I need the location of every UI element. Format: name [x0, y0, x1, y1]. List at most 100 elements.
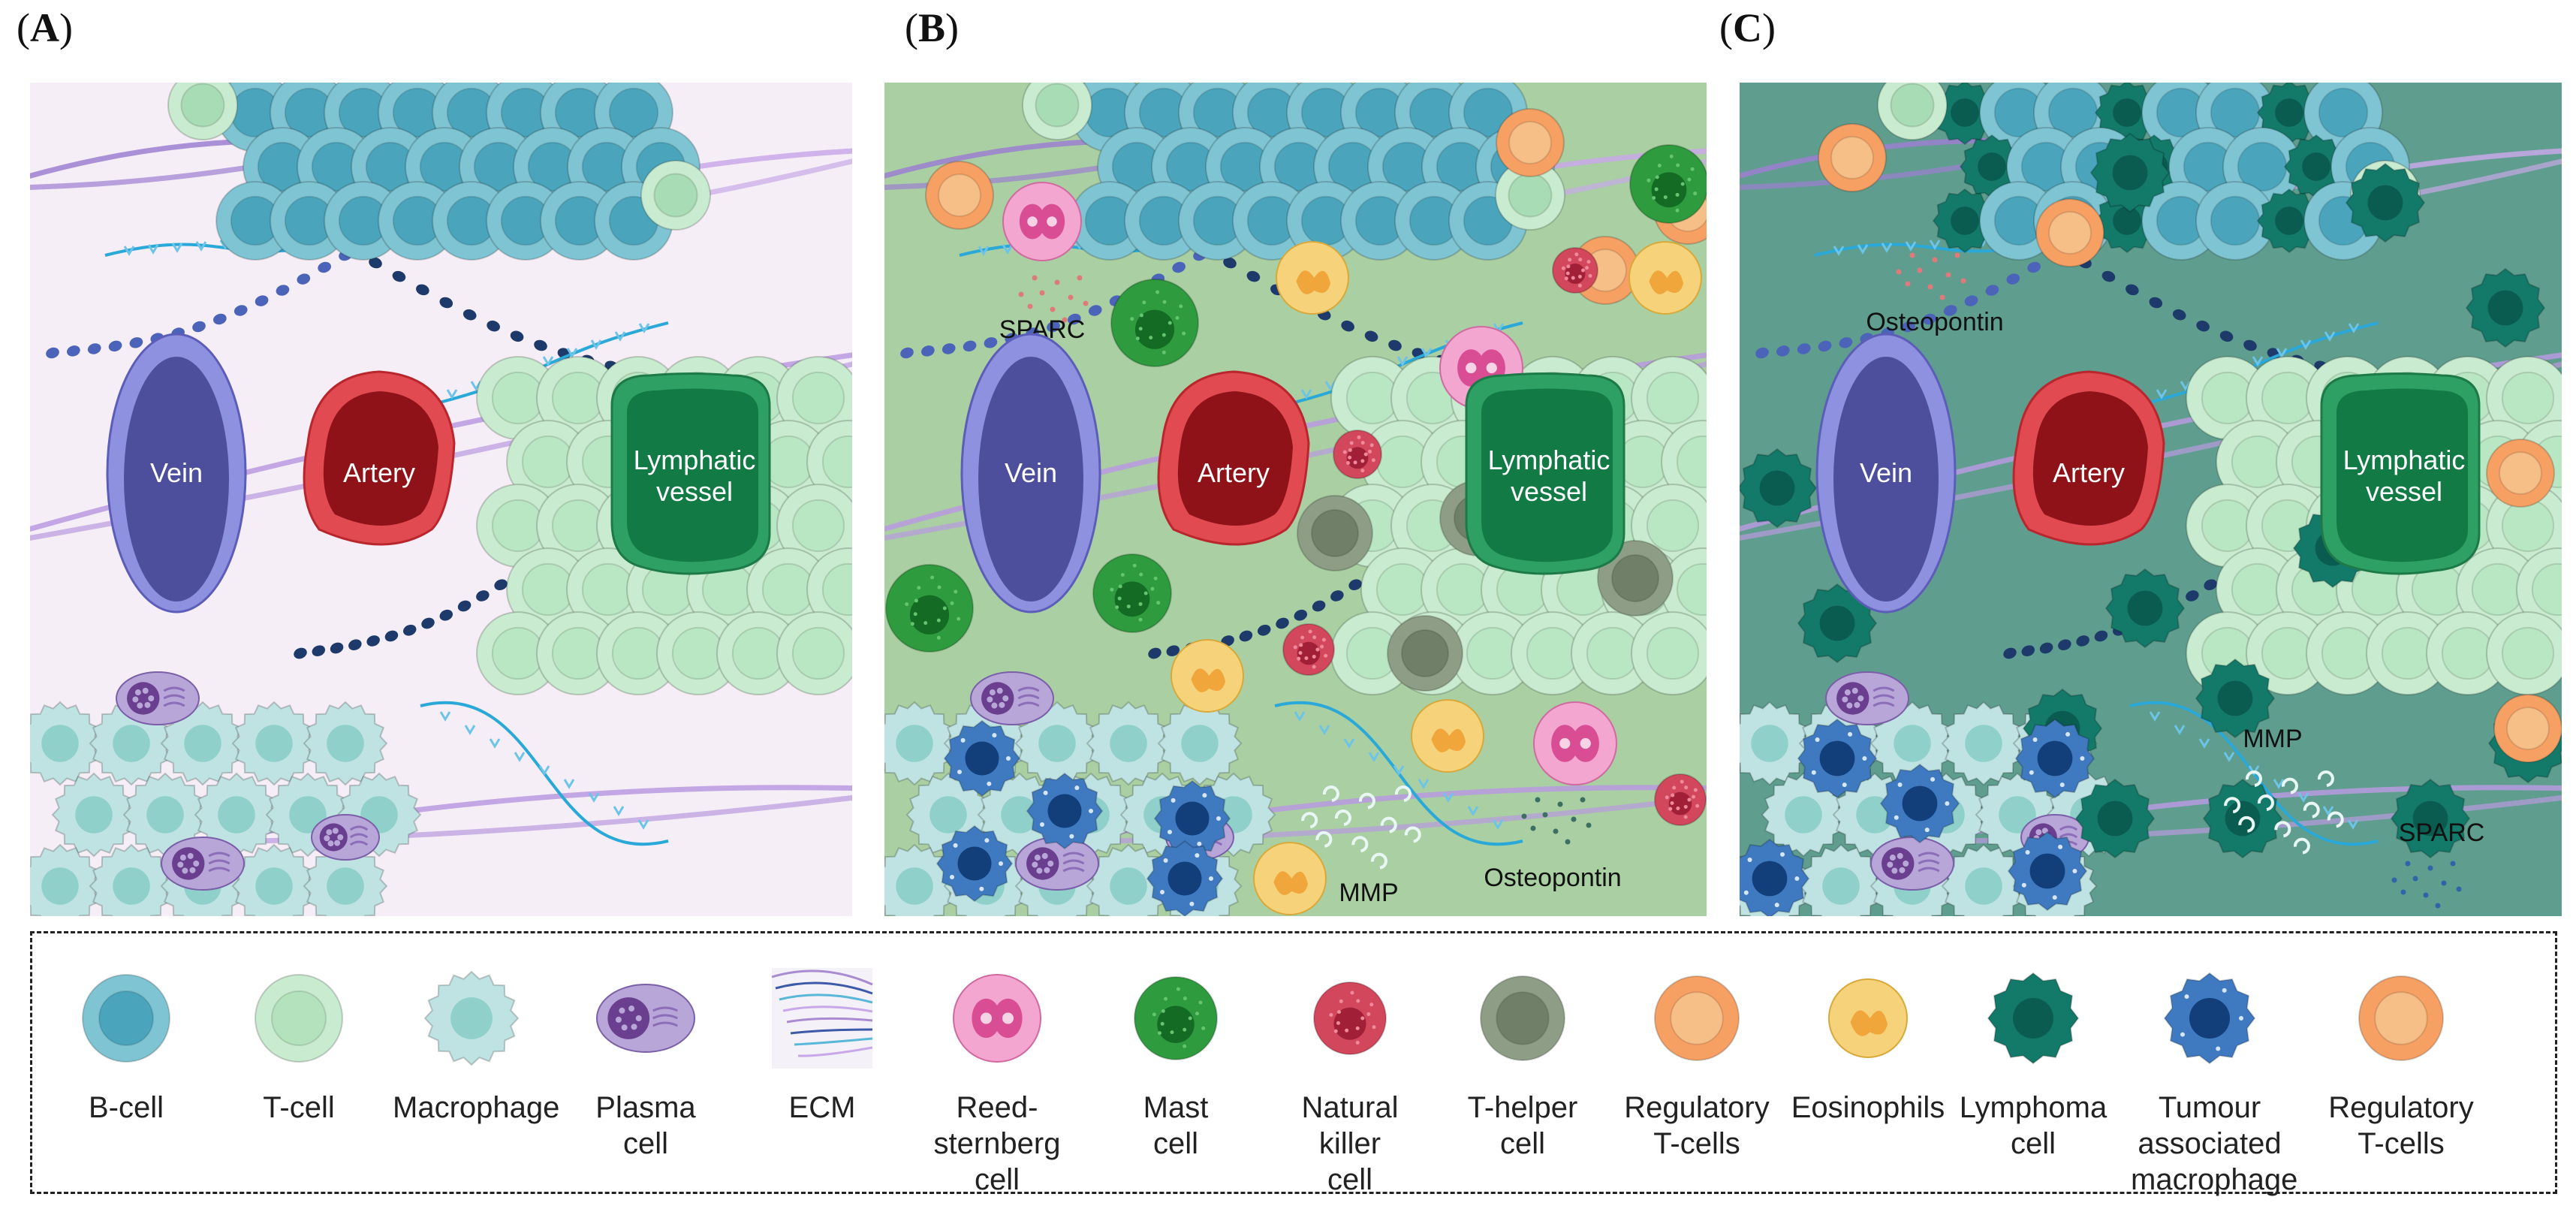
macrophage — [1798, 843, 1884, 916]
legend-item-eosinophils: Eosinophils — [1789, 962, 1947, 1126]
t-cell — [2306, 611, 2390, 695]
b-cell — [2141, 181, 2221, 261]
t-cell — [806, 547, 852, 632]
t-cell — [1022, 83, 1092, 140]
t-cell — [1877, 83, 1948, 140]
t-cell — [640, 160, 711, 231]
t-cell — [2486, 484, 2562, 568]
plasma-cell — [161, 837, 245, 891]
regulatory-t-cell — [2358, 975, 2444, 1061]
b-cell — [1340, 181, 1420, 261]
b-cell-icon — [82, 974, 170, 1063]
t-cell — [1511, 611, 1595, 695]
t-helper-cell — [1480, 975, 1565, 1061]
t-cell — [1360, 547, 1445, 632]
reed-sternberg-cell-icon — [953, 974, 1041, 1063]
sparc-molecules — [1018, 275, 1089, 323]
t-cell — [1330, 611, 1415, 695]
legend-label: Lymphoma cell — [1959, 1091, 2107, 1160]
macrophage — [1086, 701, 1171, 786]
vein: Vein — [106, 333, 247, 614]
ecm-icon — [771, 968, 873, 1069]
tumour-associated-macrophage — [1153, 779, 1231, 858]
lymphoma-cell — [2089, 132, 2171, 213]
t-cell — [255, 974, 343, 1063]
eosinophil — [1828, 978, 1908, 1058]
macrophage — [1941, 843, 2026, 916]
b-cell — [1286, 181, 1366, 261]
t-cell — [1421, 547, 1505, 632]
macrophage — [303, 701, 388, 786]
ecm-fibril — [420, 701, 669, 846]
mast-cell — [1134, 976, 1218, 1060]
t-helper-cell — [1297, 495, 1373, 571]
t-cell — [1451, 611, 1535, 695]
t-cell — [1330, 356, 1415, 440]
legend-item-t-helper-cell: T-helper cell — [1444, 962, 1601, 1162]
t-cell — [776, 484, 852, 568]
legend-label: T-helper cell — [1467, 1091, 1578, 1160]
t-helper-cell-icon — [1480, 975, 1565, 1061]
t-cell — [596, 611, 680, 695]
t-cell — [566, 547, 650, 632]
macrophage — [231, 701, 317, 786]
plasma-cell — [596, 984, 695, 1053]
macrophage — [122, 772, 208, 858]
sparc-molecules — [2391, 861, 2462, 909]
plasma-cell — [970, 671, 1054, 725]
mmp-molecules — [1301, 785, 1421, 870]
macrophage — [1157, 701, 1243, 786]
t-cell — [2366, 611, 2450, 695]
legend-label: Regulatory T-cells — [1624, 1091, 1770, 1160]
t-cell — [746, 547, 830, 632]
osteopontin-label: Osteopontin — [1866, 308, 2003, 336]
regulatory-t-cell — [1654, 975, 1740, 1061]
tumour-associated-macrophage — [935, 825, 1014, 903]
regulatory-t-cell — [2493, 694, 2562, 763]
artery: Artery — [1157, 370, 1310, 546]
macrophage — [30, 701, 103, 786]
mast-cell — [885, 564, 974, 653]
legend-label: B-cell — [88, 1091, 164, 1124]
lymphatic-vessel-label: vessel — [656, 476, 733, 507]
vein-label: Vein — [1860, 457, 1912, 488]
macrophage — [1740, 701, 1812, 786]
artery-label: Artery — [1198, 457, 1270, 488]
tumour-associated-macrophage — [2014, 718, 2095, 799]
macrophage — [194, 772, 279, 858]
macrophage — [1941, 701, 2026, 786]
b-cell — [270, 181, 349, 261]
plasma-cell — [116, 671, 200, 725]
legend-item-plasma-cell: Plasma cell — [567, 962, 725, 1162]
natural-killer-cell — [1654, 773, 1707, 826]
t-cell — [2186, 484, 2270, 568]
osteopontin-molecules — [1521, 797, 1592, 845]
tumour-associated-macrophage — [1740, 838, 1810, 916]
legend-item-reed-sternberg-cell: Reed- sternberg cell — [918, 962, 1076, 1198]
macrophage — [231, 843, 317, 916]
vein: Vein — [960, 333, 1101, 614]
legend-label: Tumour associated macrophage — [2131, 1091, 2298, 1196]
artery: Artery — [303, 370, 456, 546]
panel-label-a: (A) — [17, 5, 73, 50]
t-cell — [167, 83, 238, 140]
t-cell — [536, 356, 620, 440]
osteopontin-label: Osteopontin — [1484, 864, 1621, 892]
plasma-cell — [1015, 837, 1099, 891]
vein-label: Vein — [1005, 457, 1057, 488]
lymphoma-cell — [2345, 162, 2426, 243]
regulatory-t-cell — [2035, 198, 2104, 267]
t-cell — [1661, 547, 1707, 632]
lymphatic-vessel-label: Lymphatic — [634, 445, 756, 475]
macrophage — [89, 843, 174, 916]
mmp-label: MMP — [2243, 725, 2302, 753]
t-cell — [2486, 356, 2562, 440]
macrophage — [160, 701, 246, 786]
macrophage — [1014, 701, 1100, 786]
regulatory-t-cell — [2486, 439, 2555, 508]
legend-label: Macrophage — [393, 1091, 560, 1124]
lymphoma-cell — [2256, 83, 2322, 146]
plasma-cell — [1825, 671, 1909, 725]
natural-killer-cell — [1333, 430, 1382, 479]
